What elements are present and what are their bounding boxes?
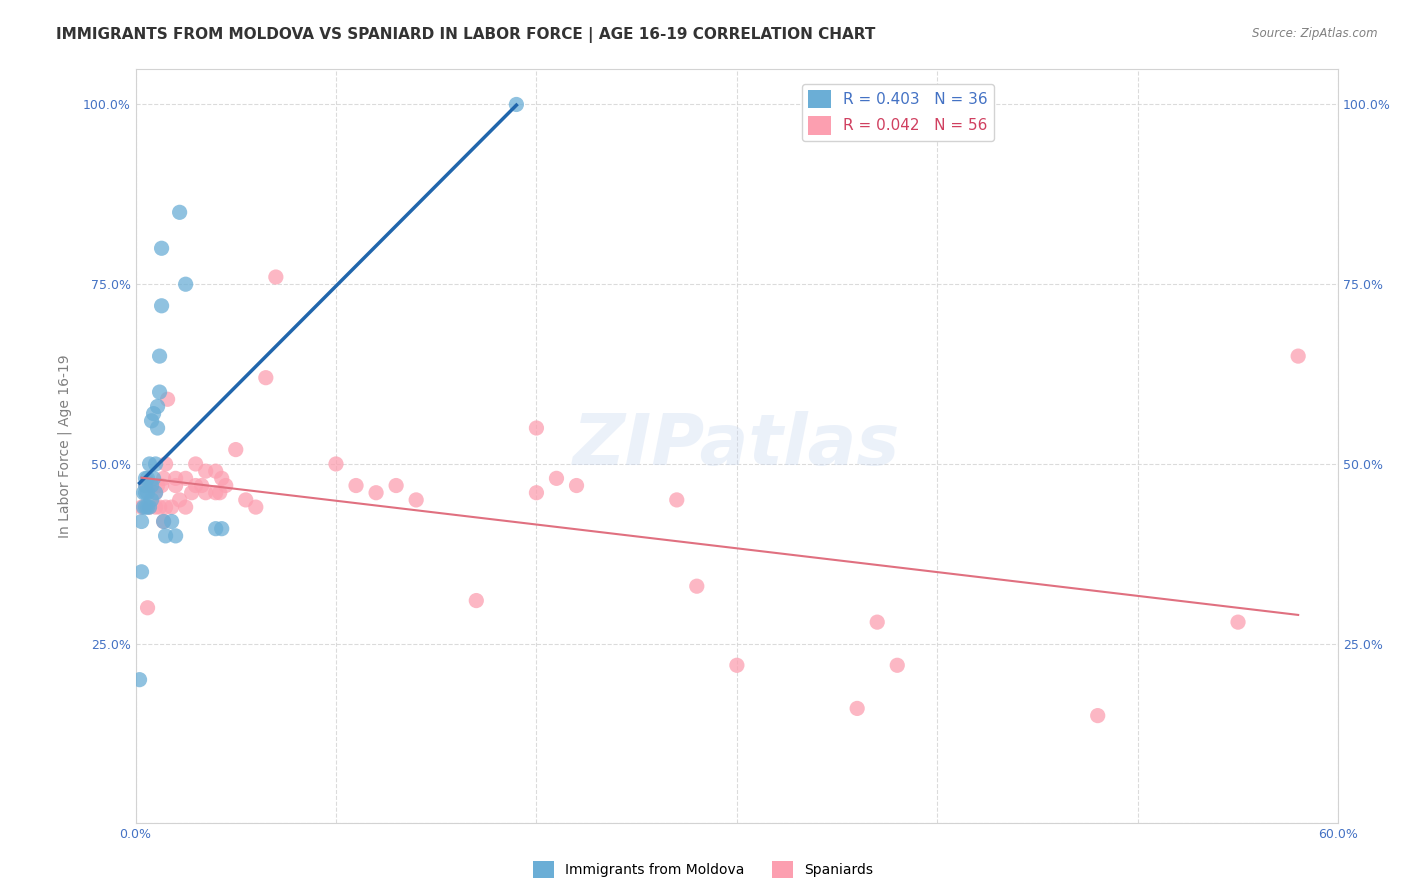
Point xyxy=(725,658,748,673)
Point xyxy=(325,457,347,471)
Text: Source: ZipAtlas.com: Source: ZipAtlas.com xyxy=(1253,27,1378,40)
Point xyxy=(146,421,169,435)
Point xyxy=(136,485,159,500)
Point xyxy=(150,241,173,255)
Point xyxy=(131,565,153,579)
Point xyxy=(135,500,157,515)
Point xyxy=(194,485,217,500)
Point xyxy=(174,277,197,292)
Point xyxy=(526,421,548,435)
Point xyxy=(465,593,488,607)
Point xyxy=(145,485,167,500)
Point xyxy=(546,471,568,485)
Point xyxy=(160,500,183,515)
Point xyxy=(132,500,155,515)
Point xyxy=(385,478,408,492)
Point xyxy=(131,515,153,529)
Point xyxy=(215,478,238,492)
Point xyxy=(136,471,159,485)
Text: ZIPatlas: ZIPatlas xyxy=(574,411,901,481)
Point xyxy=(204,522,226,536)
Point xyxy=(184,457,207,471)
Point xyxy=(180,485,202,500)
Point xyxy=(211,522,233,536)
Point xyxy=(169,205,191,219)
Point xyxy=(208,485,231,500)
Point xyxy=(141,492,163,507)
Point xyxy=(136,600,159,615)
Point xyxy=(146,400,169,414)
Point xyxy=(149,500,172,515)
Point xyxy=(866,615,889,629)
Point xyxy=(155,457,177,471)
Point xyxy=(142,471,165,485)
Point xyxy=(160,515,183,529)
Point xyxy=(364,485,387,500)
Point xyxy=(211,471,233,485)
Point xyxy=(204,485,226,500)
Point xyxy=(174,471,197,485)
Point xyxy=(155,500,177,515)
Point xyxy=(169,492,191,507)
Point xyxy=(190,478,212,492)
Point xyxy=(174,500,197,515)
Point xyxy=(165,529,187,543)
Point xyxy=(225,442,247,457)
Point xyxy=(1087,708,1109,723)
Point xyxy=(344,478,367,492)
Point xyxy=(135,478,157,492)
Point xyxy=(1286,349,1309,363)
Point xyxy=(146,478,169,492)
Point xyxy=(149,349,172,363)
Point xyxy=(254,370,277,384)
Point xyxy=(505,97,527,112)
Point xyxy=(132,485,155,500)
Point xyxy=(165,478,187,492)
Point xyxy=(138,457,160,471)
Point xyxy=(526,485,548,500)
Point xyxy=(235,492,257,507)
Point xyxy=(152,515,174,529)
Point xyxy=(138,500,160,515)
Point xyxy=(135,478,157,492)
Point xyxy=(565,478,588,492)
Point xyxy=(145,457,167,471)
Point xyxy=(245,500,267,515)
Point xyxy=(1227,615,1250,629)
Point xyxy=(135,485,157,500)
Point xyxy=(184,478,207,492)
Point xyxy=(686,579,709,593)
Point xyxy=(142,407,165,421)
Point xyxy=(264,270,287,285)
Point xyxy=(145,500,167,515)
Legend: Immigrants from Moldova, Spaniards: Immigrants from Moldova, Spaniards xyxy=(527,855,879,884)
Point xyxy=(152,515,174,529)
Point xyxy=(846,701,869,715)
Point xyxy=(150,299,173,313)
Point xyxy=(145,485,167,500)
Point xyxy=(886,658,908,673)
Point xyxy=(136,500,159,515)
Point xyxy=(131,500,153,515)
Point xyxy=(138,500,160,515)
Point xyxy=(165,471,187,485)
Point xyxy=(141,478,163,492)
Text: IMMIGRANTS FROM MOLDOVA VS SPANIARD IN LABOR FORCE | AGE 16-19 CORRELATION CHART: IMMIGRANTS FROM MOLDOVA VS SPANIARD IN L… xyxy=(56,27,876,43)
Point xyxy=(150,478,173,492)
Point xyxy=(204,464,226,478)
Y-axis label: In Labor Force | Age 16-19: In Labor Force | Age 16-19 xyxy=(58,354,72,538)
Point xyxy=(156,392,179,407)
Point xyxy=(152,471,174,485)
Point xyxy=(665,492,688,507)
Point xyxy=(405,492,427,507)
Point xyxy=(194,464,217,478)
Point xyxy=(149,385,172,400)
Point xyxy=(141,478,163,492)
Point xyxy=(141,414,163,428)
Point xyxy=(135,471,157,485)
Legend: R = 0.403   N = 36, R = 0.042   N = 56: R = 0.403 N = 36, R = 0.042 N = 56 xyxy=(801,84,994,141)
Point xyxy=(128,673,150,687)
Point xyxy=(155,529,177,543)
